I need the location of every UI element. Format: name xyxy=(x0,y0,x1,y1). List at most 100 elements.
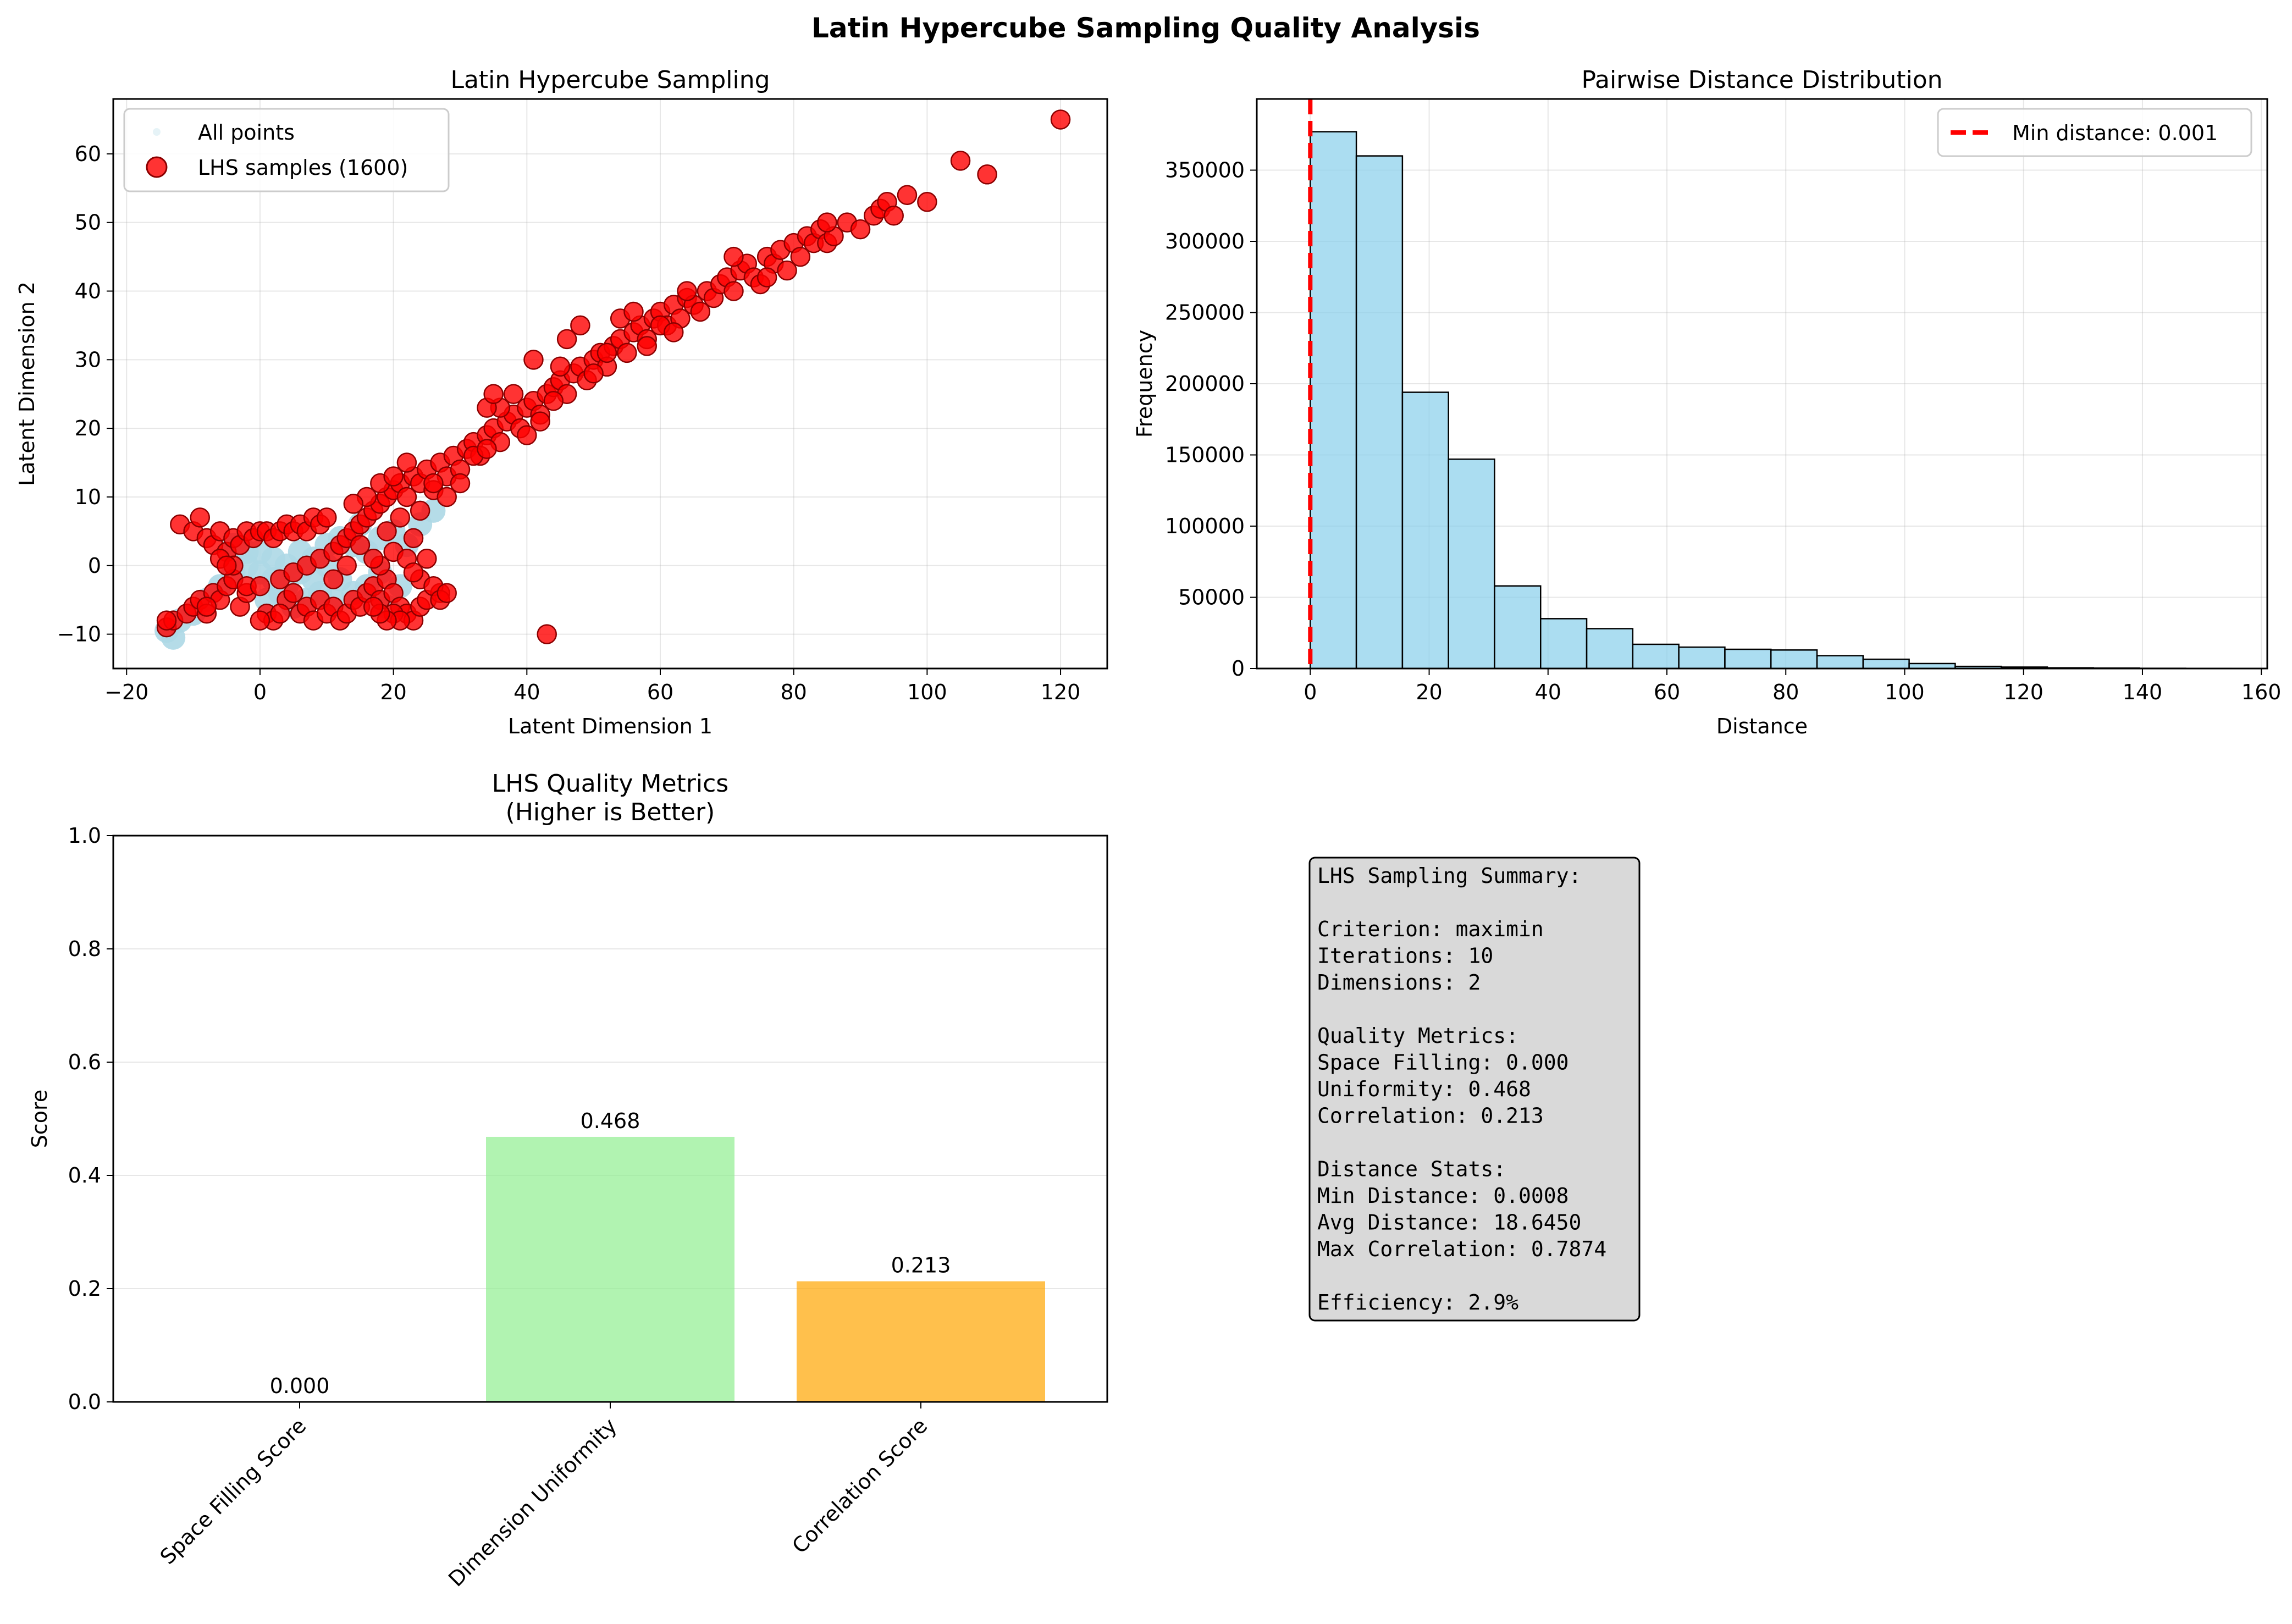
lhs-sample-point xyxy=(777,260,797,281)
histogram-bar xyxy=(1816,655,1864,670)
lhs-sample-point xyxy=(677,281,697,301)
lhs-sample-point xyxy=(403,562,424,583)
lhs-sample-point xyxy=(550,356,571,377)
scatter-ytick-label: −10 xyxy=(57,622,101,647)
metrics-ylabel: Score xyxy=(27,1090,52,1148)
lhs-sample-point xyxy=(617,343,637,363)
histogram-ytick-label: 350000 xyxy=(1165,158,1245,183)
histogram-ytick-label: 250000 xyxy=(1165,301,1245,325)
histogram-ytick-label: 200000 xyxy=(1165,372,1245,396)
histogram-ytick-label: 100000 xyxy=(1165,514,1245,538)
histogram-panel: Pairwise Distance Distribution 0 20 40 60 80… xyxy=(1133,66,2281,738)
legend-marker-lhs-samples xyxy=(146,156,168,178)
scatter-xtick-label: −20 xyxy=(104,680,148,704)
lhs-sample-point xyxy=(336,555,357,576)
lhs-sample-point xyxy=(396,452,417,473)
scatter-xtick-label: 0 xyxy=(253,680,267,704)
lhs-sample-point xyxy=(583,363,604,384)
lhs-sample-point xyxy=(477,439,497,459)
summary-text: LHS Sampling Summary: Criterion: maximin I… xyxy=(1317,864,1606,1314)
histogram-ylabel: Frequency xyxy=(1133,330,1157,438)
lhs-sample-point xyxy=(390,507,411,528)
metrics-ytick-label: 0.8 xyxy=(68,937,101,961)
lhs-sample-point xyxy=(897,185,918,205)
lhs-sample-point xyxy=(437,487,457,507)
summary-panel: LHS Sampling Summary: Criterion: maximin I… xyxy=(1308,857,1641,1322)
lhs-sample-point xyxy=(724,281,744,301)
metrics-ytick-label: 0.0 xyxy=(68,1390,101,1414)
legend-label-lhs-samples: LHS samples (1600) xyxy=(198,156,408,180)
scatter-ytick-label: 40 xyxy=(75,279,101,303)
metrics-xtick-label: Correlation Score xyxy=(787,1413,932,1558)
metrics-ytick-label: 1.0 xyxy=(68,824,101,848)
scatter-xtick-label: 100 xyxy=(907,680,947,704)
lhs-sample-point xyxy=(517,425,537,445)
lhs-sample-point xyxy=(423,473,444,494)
lhs-sample-point xyxy=(690,301,711,322)
lhs-sample-point xyxy=(403,528,424,549)
histogram-ytick-label: 0 xyxy=(1231,656,1245,681)
lhs-sample-point xyxy=(664,322,684,343)
metrics-subtitle: (Higher is Better) xyxy=(506,798,715,826)
scatter-ticks: −20 0 20 40 60 80 100 120 −10 0 10 20 30 40 50 60 xyxy=(57,142,1081,704)
lhs-sample-point xyxy=(790,246,811,267)
metrics-xtick-label: Space Filling Score xyxy=(156,1413,311,1569)
histogram-xlabel: Distance xyxy=(1716,714,1808,738)
histogram-bar xyxy=(1724,648,1772,670)
scatter-xtick-label: 20 xyxy=(380,680,406,704)
lhs-sample-point xyxy=(917,191,937,212)
summary-line: Space Filling: 0.000 xyxy=(1317,1051,1569,1075)
metrics-bars: 0.000 0.468 0.213 xyxy=(270,1109,1045,1402)
histogram-bar xyxy=(1355,155,1404,670)
summary-line: Uniformity: 0.468 xyxy=(1317,1077,1531,1101)
summary-line: Min Distance: 0.0008 xyxy=(1317,1184,1569,1208)
histogram-bar xyxy=(1632,643,1680,670)
lhs-sample-point xyxy=(190,507,210,528)
lhs-sample-point xyxy=(597,343,617,363)
metrics-bar xyxy=(797,1281,1045,1402)
summary-line: Criterion: maximin xyxy=(1317,917,1544,941)
legend-label-min-distance: Min distance: 0.001 xyxy=(2012,121,2218,145)
histogram-bar xyxy=(1401,391,1449,670)
summary-line: Iterations: 10 xyxy=(1317,944,1493,968)
scatter-xtick-label: 60 xyxy=(647,680,673,704)
scatter-ytick-label: 30 xyxy=(75,347,101,372)
histogram-xtick-label: 140 xyxy=(2123,680,2163,704)
histogram-xtick-label: 0 xyxy=(1304,680,1317,704)
lhs-sample-point xyxy=(196,596,217,617)
lhs-sample-point xyxy=(817,212,837,233)
histogram-legend-box xyxy=(1937,108,2252,157)
lhs-sample-point xyxy=(343,494,364,514)
lhs-sample-point xyxy=(317,507,337,528)
legend-marker-all-points xyxy=(153,128,161,136)
lhs-sample-point xyxy=(410,500,430,521)
histogram-legend: Min distance: 0.001 xyxy=(1937,108,2252,157)
lhs-sample-point xyxy=(270,603,290,624)
histogram-xtick-label: 60 xyxy=(1654,680,1680,704)
scatter-ytick-label: 10 xyxy=(75,485,101,509)
metrics-value-label: 0.213 xyxy=(891,1253,951,1278)
metrics-value-label: 0.000 xyxy=(270,1374,330,1398)
lhs-sample-point xyxy=(283,583,303,603)
metrics-xtick-label: Dimension Uniformity xyxy=(444,1413,621,1591)
histogram-xtick-label: 20 xyxy=(1416,680,1442,704)
lhs-sample-point xyxy=(570,315,590,336)
scatter-ytick-label: 60 xyxy=(75,142,101,166)
histogram-bar xyxy=(1494,585,1542,670)
metrics-bar xyxy=(486,1136,734,1402)
lhs-sample-point xyxy=(363,596,384,617)
lhs-sample-point xyxy=(350,535,371,555)
scatter-xtick-label: 120 xyxy=(1041,680,1081,704)
scatter-ytick-label: 0 xyxy=(88,554,101,578)
lhs-sample-point xyxy=(950,151,971,171)
scatter-axes-frame xyxy=(112,98,1108,670)
lhs-sample-point xyxy=(883,205,904,226)
lhs-sample-point xyxy=(724,246,744,267)
summary-line: Max Correlation: 0.7874 xyxy=(1317,1237,1606,1261)
histogram-bar xyxy=(1678,646,1726,670)
summary-line: Efficiency: 2.9% xyxy=(1317,1290,1518,1314)
lhs-sample-point xyxy=(543,390,564,411)
metrics-panel: LHS Quality Metrics (Higher is Better) 0… xyxy=(27,770,1108,1591)
histogram-bar xyxy=(1862,658,1910,670)
